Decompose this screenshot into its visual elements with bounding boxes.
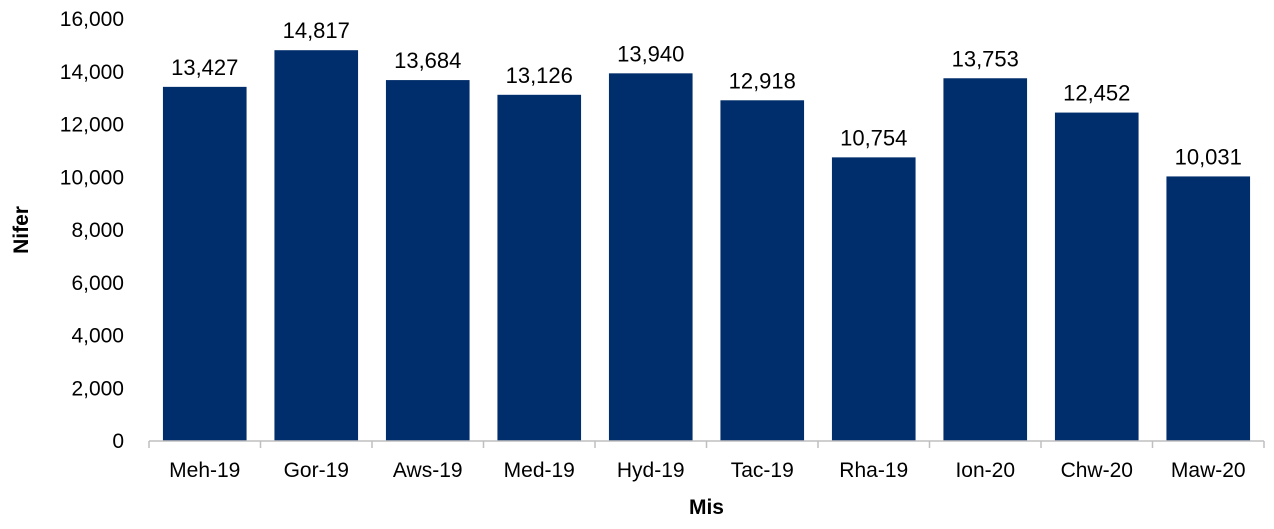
bar xyxy=(1166,176,1251,441)
y-tick-label: 0 xyxy=(112,430,124,453)
data-label: 13,684 xyxy=(394,48,461,73)
y-tick-label: 10,000 xyxy=(60,166,124,189)
data-label: 13,126 xyxy=(506,63,573,88)
data-label: 13,753 xyxy=(952,46,1019,71)
y-tick-label: 14,000 xyxy=(60,61,124,84)
y-tick-label: 8,000 xyxy=(71,219,124,242)
data-label: 14,817 xyxy=(283,18,350,43)
bar xyxy=(162,86,247,441)
x-tick-label: Rha-19 xyxy=(839,459,908,482)
x-tick-label: Tac-19 xyxy=(731,459,794,482)
data-label: 13,427 xyxy=(171,55,238,80)
x-axis-ticks: Meh-19 Gor-19 Aws-19 Med-19 Hyd-19 Tac-19 Rha-… xyxy=(148,441,1265,482)
data-label: 10,754 xyxy=(840,125,907,150)
bars-group xyxy=(162,50,1251,442)
data-label: 12,918 xyxy=(729,68,796,93)
bar xyxy=(274,50,359,441)
x-tick-label: Meh-19 xyxy=(169,459,240,482)
bar xyxy=(943,78,1028,442)
bar xyxy=(608,73,693,442)
bar xyxy=(1054,112,1139,442)
data-label: 10,031 xyxy=(1175,144,1242,169)
y-tick-label: 12,000 xyxy=(60,114,124,137)
bar xyxy=(720,100,805,441)
y-tick-label: 6,000 xyxy=(71,272,124,295)
x-tick-label: Ion-20 xyxy=(955,459,1015,482)
x-tick-label: Maw-20 xyxy=(1171,459,1246,482)
x-tick-label: Gor-19 xyxy=(284,459,349,482)
y-tick-label: 16,000 xyxy=(60,8,124,31)
x-axis-title: Mis xyxy=(689,496,724,519)
data-label: 12,452 xyxy=(1063,81,1130,106)
bar xyxy=(385,80,470,441)
x-tick-label: Aws-19 xyxy=(393,459,463,482)
y-tick-label: 2,000 xyxy=(71,377,124,400)
data-labels-group: 13,427 14,817 13,684 13,126 13,940 12,918 10,7… xyxy=(171,18,1242,169)
y-tick-label: 4,000 xyxy=(71,325,124,348)
x-tick-label: Hyd-19 xyxy=(617,459,685,482)
y-axis-ticks: 0 2,000 4,000 6,000 8,000 10,000 12,000 14,000 1… xyxy=(60,8,124,453)
x-tick-label: Med-19 xyxy=(504,459,575,482)
data-label: 13,940 xyxy=(617,41,684,66)
bar xyxy=(497,94,582,441)
bar xyxy=(831,157,916,441)
x-tick-label: Chw-20 xyxy=(1061,459,1133,482)
y-axis-title: Nifer xyxy=(10,206,33,254)
